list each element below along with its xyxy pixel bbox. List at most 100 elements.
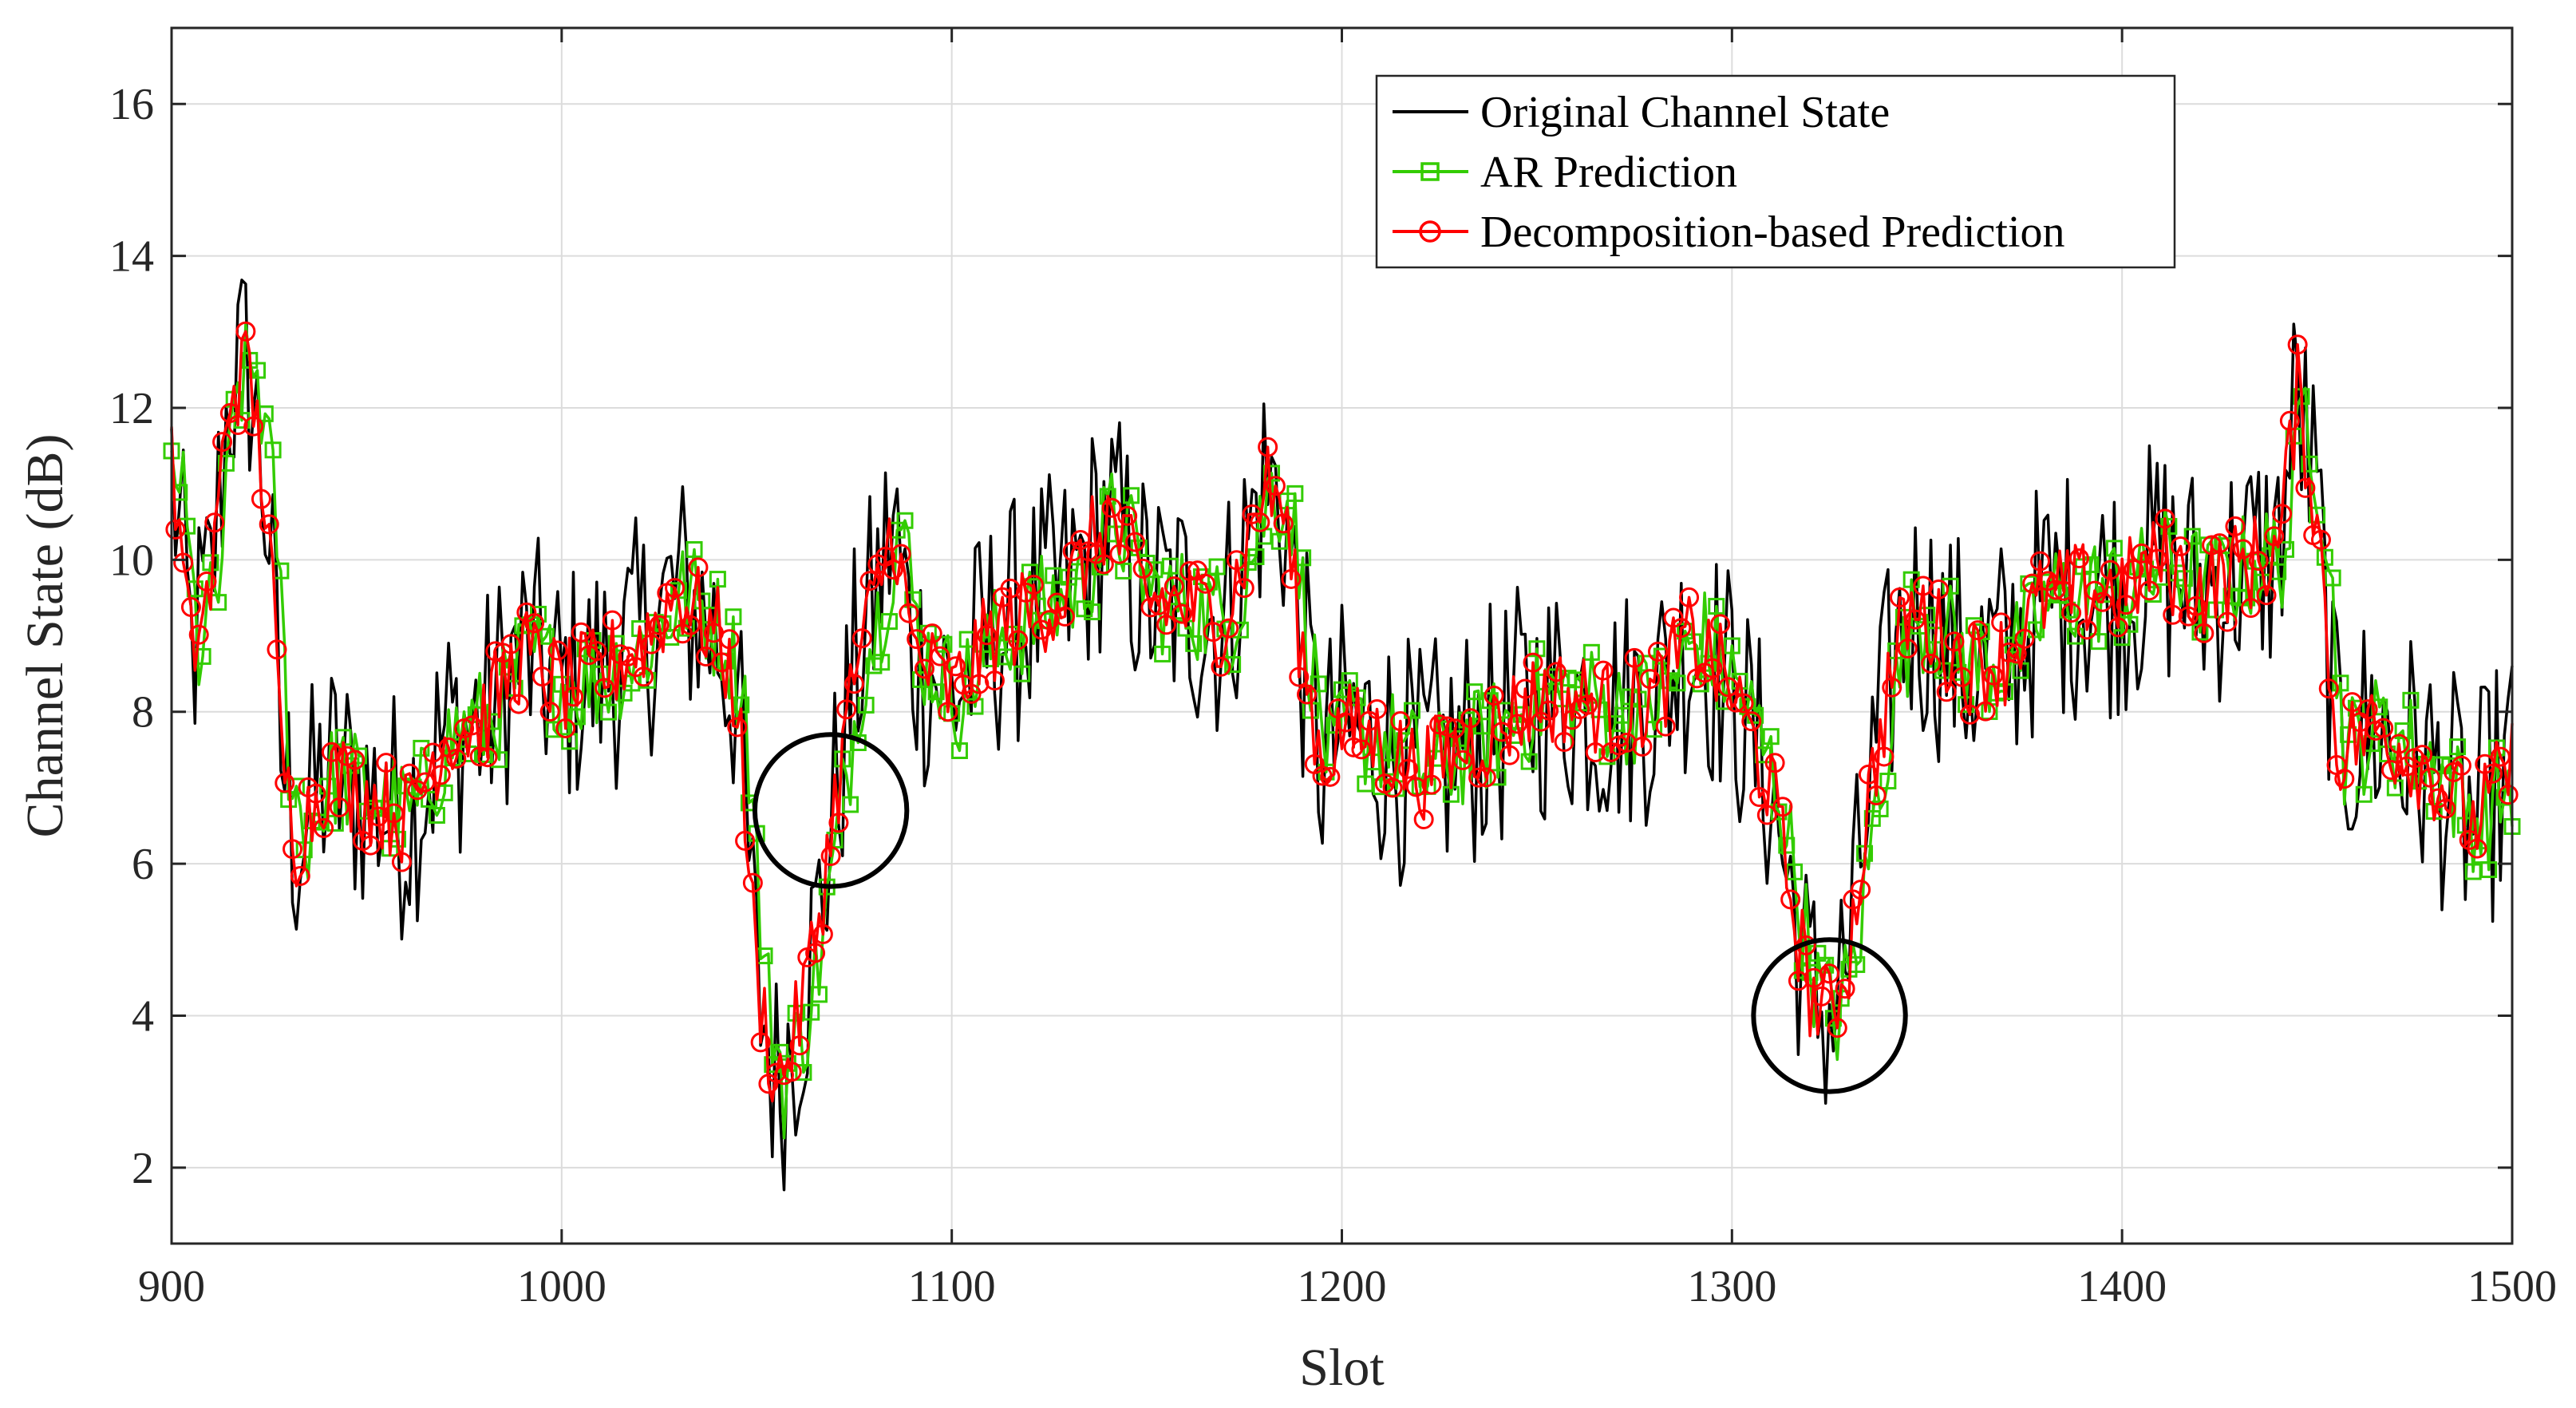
- decomposition-point: [2163, 604, 2183, 625]
- decomposition-point: [2388, 734, 2409, 754]
- y-tick-label: 14: [109, 232, 154, 282]
- decomposition-point: [173, 552, 194, 573]
- ar-point: [1708, 598, 1725, 615]
- decomposition-point: [1523, 652, 1543, 673]
- series-decomposition-markers: [165, 321, 2519, 1094]
- ar-point: [1154, 645, 1171, 662]
- decomposition-point: [1297, 684, 1318, 705]
- ar-point: [413, 739, 430, 757]
- decomposition-point: [1351, 739, 1372, 760]
- ar-point: [1084, 603, 1101, 621]
- decomposition-point: [587, 641, 607, 662]
- decomposition-point: [2483, 763, 2503, 784]
- decomposition-point: [2155, 508, 2175, 529]
- decomposition-point: [1764, 753, 1785, 773]
- ar-point: [1247, 548, 1265, 566]
- decomposition-point: [2076, 619, 2097, 640]
- decomposition-point: [290, 865, 310, 886]
- decomposition-point: [922, 623, 942, 644]
- ar-point: [1185, 635, 1203, 652]
- ar-point: [2238, 589, 2256, 607]
- decomposition-point: [1444, 718, 1465, 739]
- ar-point: [1598, 748, 1616, 765]
- ar-point: [873, 654, 891, 671]
- decomposition-point: [680, 615, 701, 635]
- ar-point: [927, 683, 945, 701]
- decomposition-point: [899, 603, 919, 623]
- y-tick-label: 4: [132, 991, 154, 1041]
- ar-point: [607, 635, 625, 652]
- legend-entry-ar: AR Prediction: [1393, 148, 1737, 197]
- ar-point: [935, 635, 953, 653]
- ar-point: [2059, 601, 2076, 619]
- decomposition-point: [1827, 1018, 1847, 1038]
- ar-point: [599, 703, 617, 721]
- decomposition-point: [851, 628, 872, 649]
- series-decomposition-line: [170, 330, 2514, 1103]
- decomposition-point: [781, 1062, 802, 1082]
- decomposition-point: [883, 559, 903, 579]
- decomposition-point: [1936, 682, 1957, 702]
- decomposition-point: [329, 797, 350, 818]
- plot-area: [163, 279, 2521, 1192]
- decomposition-point: [571, 622, 591, 643]
- ar-point: [810, 986, 828, 1003]
- decomposition-point: [1382, 777, 1403, 798]
- decomposition-point: [2420, 767, 2440, 788]
- decomposition-point: [2061, 603, 2082, 623]
- decomposition-point: [2124, 560, 2144, 580]
- decomposition-point: [461, 715, 482, 736]
- ar-point: [795, 1064, 812, 1082]
- annotation-circle-2: [1751, 937, 1908, 1094]
- decomposition-point: [946, 656, 966, 677]
- decomposition-point: [610, 644, 630, 665]
- decomposition-point: [1546, 662, 1567, 682]
- decomposition-point: [2147, 548, 2167, 569]
- decomposition-point: [180, 597, 201, 618]
- decomposition-point: [977, 625, 998, 646]
- y-tick-label: 16: [109, 80, 154, 129]
- decomposition-point: [1124, 532, 1145, 552]
- ar-point: [202, 554, 219, 572]
- ar-point: [1731, 672, 1748, 690]
- ar-point: [1091, 558, 1108, 575]
- ar-point: [1723, 637, 1740, 655]
- decomposition-point: [1109, 544, 1130, 564]
- decomposition-point: [314, 818, 334, 839]
- decomposition-point: [742, 872, 763, 893]
- decomposition-point: [1468, 767, 1489, 788]
- decomposition-point: [859, 571, 880, 591]
- decomposition-point: [2225, 516, 2246, 536]
- decomposition-point: [1851, 880, 1871, 900]
- decomposition-point: [1250, 512, 1270, 532]
- decomposition-point: [259, 514, 279, 535]
- decomposition-point: [446, 749, 467, 769]
- decomposition-point: [2451, 755, 2471, 776]
- decomposition-point: [1756, 805, 1777, 825]
- ar-point: [2316, 548, 2333, 566]
- decomposition-point: [2240, 598, 2261, 619]
- decomposition-point: [1749, 787, 1770, 808]
- ar-point: [1871, 800, 1889, 817]
- decomposition-point: [1405, 777, 1426, 797]
- ar-point: [1270, 532, 1288, 550]
- decomposition-point: [1593, 660, 1614, 681]
- decomposition-point: [1811, 986, 1832, 1007]
- decomposition-point: [1366, 699, 1387, 720]
- decomposition-point: [1054, 606, 1075, 627]
- decomposition-point: [415, 772, 436, 793]
- decomposition-point: [384, 803, 405, 824]
- ar-point: [2324, 569, 2341, 587]
- decomposition-point: [1515, 678, 1535, 699]
- decomposition-point: [2295, 477, 2316, 498]
- decomposition-point: [539, 701, 560, 722]
- decomposition-point: [376, 753, 397, 773]
- decomposition-point: [1921, 653, 1942, 674]
- decomposition-point: [2310, 529, 2331, 550]
- ar-point: [1231, 621, 1249, 639]
- ar-point: [638, 671, 656, 689]
- decomposition-point: [1179, 560, 1200, 581]
- x-tick-label: 900: [138, 1262, 205, 1311]
- ar-point: [966, 698, 984, 715]
